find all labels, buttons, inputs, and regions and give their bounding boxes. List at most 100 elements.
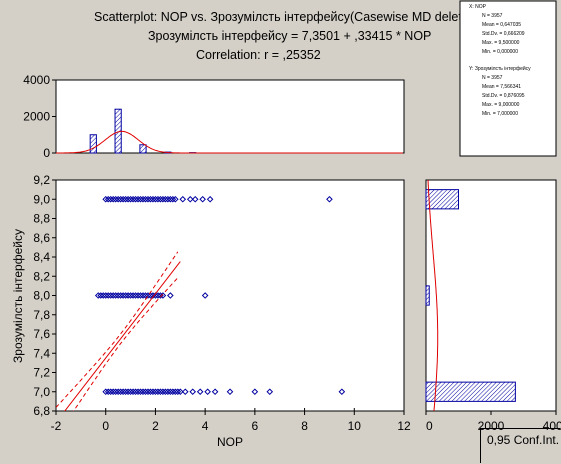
scatter-point [169, 388, 177, 396]
scatter-point [196, 388, 204, 396]
scatter-point [134, 292, 142, 299]
x-stats-sd: Std.Dv. = 0,666209 [482, 31, 525, 37]
scatter-point [102, 195, 110, 203]
x-histogram-bar [89, 134, 97, 154]
y-stats-n: N = 3957 [482, 75, 503, 81]
scatter-point [134, 388, 142, 396]
scatter-point [127, 388, 134, 396]
scatter-point [152, 292, 159, 299]
x-stats-n: N = 3957 [482, 13, 503, 19]
scatter-point [124, 388, 132, 396]
y-histogram-bar [425, 381, 516, 402]
scatter-point [159, 195, 167, 203]
scatter-point [144, 195, 152, 203]
x-tick-label: 4 [202, 419, 209, 433]
x-normal-curve [56, 130, 403, 154]
chart-title-line1: Scatterplot: NOP vs. Зрозумілсть інтерфе… [94, 10, 462, 24]
scatter-point [129, 388, 137, 396]
x-tick-label: 2 [152, 419, 159, 433]
scatter-point [266, 388, 274, 396]
scatter-point [99, 292, 107, 299]
hist-x-tick-label: 4000 [543, 419, 561, 433]
scatter-point [119, 195, 127, 203]
scatter-point [124, 292, 132, 299]
scatter-point [154, 195, 162, 203]
scatter-point [137, 195, 144, 203]
scatter-point [114, 388, 122, 396]
hist-x-tick-label: 2000 [478, 419, 505, 433]
confidence-interval-legend: 0,95 Conf.Int. [480, 428, 560, 463]
scatter-point [167, 292, 174, 299]
scatter-point [104, 195, 112, 203]
scatter-point [174, 388, 182, 396]
x-tick-label: 10 [348, 419, 362, 433]
x-axis-title: NOP [217, 435, 243, 449]
y-stats-max: Max. = 9,000000 [482, 102, 520, 108]
scatter-point [112, 388, 119, 396]
scatter-point [109, 292, 117, 299]
scatter-point [176, 388, 184, 396]
scatter-point [122, 388, 129, 396]
scatter-point [162, 195, 169, 203]
scatter-point [129, 292, 137, 299]
hist-y-tick-label: 4000 [23, 73, 50, 87]
scatter-point [109, 195, 117, 203]
scatter-point [109, 388, 117, 396]
scatter-point [119, 388, 127, 396]
scatter-point [181, 388, 189, 396]
scatter-point [326, 195, 333, 203]
scatter-point [117, 388, 124, 396]
scatter-point [189, 388, 197, 396]
y-histogram-panel [425, 179, 557, 412]
y-tick-label: 9,2 [33, 173, 50, 187]
scatter-point [124, 195, 132, 203]
scatter-point [104, 292, 112, 299]
scatter-point [186, 195, 194, 203]
y-tick-label: 7,2 [33, 366, 50, 380]
scatter-point [144, 292, 152, 299]
scatter-point [114, 292, 122, 299]
x-stats-min: Min. = 0,000000 [482, 49, 518, 55]
x-histogram-panel [55, 79, 405, 154]
y-tick-label: 9,0 [33, 192, 50, 206]
y-tick-label: 8,8 [33, 212, 50, 226]
x-tick-label: 8 [301, 419, 308, 433]
confidence-interval-label: 0,95 Conf.Int. [487, 433, 560, 447]
scatter-point [172, 388, 179, 396]
scatter-point [251, 388, 259, 396]
scatter-point [119, 292, 127, 299]
y-histogram [425, 180, 516, 412]
scatter-point [147, 292, 154, 299]
scatter-point [134, 195, 142, 203]
scatter-point [129, 195, 137, 203]
scatter-point [172, 195, 179, 203]
x-histogram [56, 108, 403, 154]
scatter-point [162, 388, 169, 396]
y-tick-label: 7,6 [33, 327, 50, 341]
scatter-point [159, 292, 167, 299]
scatter-point [122, 292, 129, 299]
y-axis-title: Зрозумілсть інтерфейсу [11, 229, 25, 363]
y-tick-label: 8,4 [33, 250, 50, 264]
scatter-point [94, 292, 102, 299]
scatter-point [117, 195, 124, 203]
scatter-point [117, 292, 124, 299]
hist-x-tick-label: 0 [426, 419, 433, 433]
scatter-point [102, 388, 110, 396]
confidence-band-upper [56, 251, 179, 408]
scatter-point [167, 195, 174, 203]
scatter-panel [55, 179, 405, 412]
y-tick-label: 7,0 [33, 385, 50, 399]
x-stats-header: X: NOP [469, 4, 487, 10]
y-histogram-bar [425, 189, 459, 210]
x-tick-label: -2 [51, 419, 62, 433]
scatter-point [132, 292, 139, 299]
scatter-point [157, 388, 164, 396]
scatter-point [154, 388, 162, 396]
regression-line [64, 261, 181, 411]
scatter-point [164, 388, 172, 396]
scatter-point [179, 195, 187, 203]
y-stats-mean: Mean = 7,566341 [482, 84, 521, 90]
scatter-point [137, 292, 144, 299]
